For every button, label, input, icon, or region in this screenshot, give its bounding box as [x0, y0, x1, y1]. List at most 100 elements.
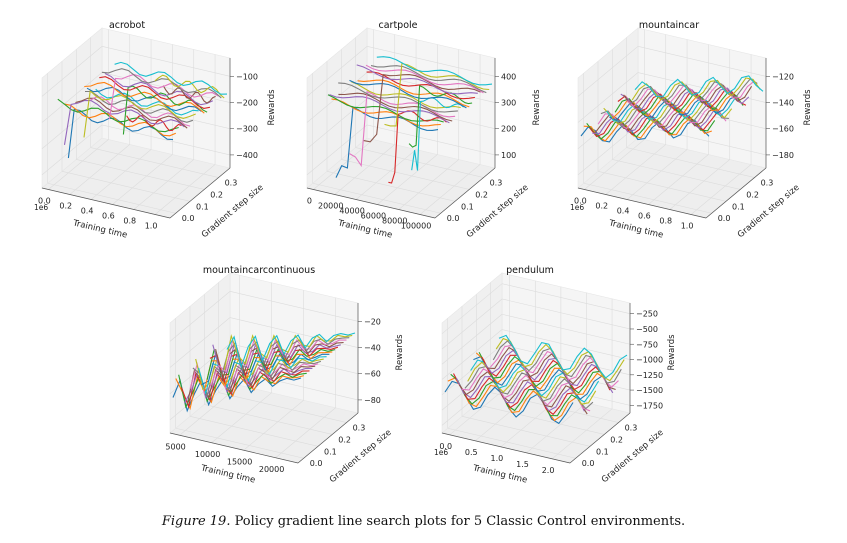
grid-line — [441, 344, 503, 396]
grid-line — [612, 159, 741, 190]
grid-line — [275, 407, 336, 458]
series-line — [478, 352, 608, 394]
x-tick-label: 20000 — [318, 202, 343, 211]
z-tick-label: −300 — [236, 125, 258, 134]
x-tick-label: 0.0 — [574, 197, 587, 206]
series-line — [220, 337, 350, 377]
grid-line — [326, 171, 456, 202]
y-axis-line — [569, 412, 631, 464]
series-line — [631, 77, 761, 101]
grid-line — [112, 154, 173, 205]
grid-line — [41, 124, 103, 176]
series-line — [594, 107, 724, 133]
grid-line — [605, 144, 666, 195]
series-line — [580, 119, 710, 143]
grid-line — [306, 46, 368, 97]
grid-line — [648, 154, 709, 205]
grid-line — [690, 164, 752, 215]
x-tick-label: 1.5 — [516, 460, 529, 469]
grid-line — [306, 124, 368, 176]
grid-line — [341, 159, 470, 190]
y-tick-label: 0.2 — [610, 435, 623, 444]
grid-line — [334, 144, 395, 195]
series-line — [481, 354, 611, 391]
series-line — [447, 377, 577, 422]
grid-line — [47, 182, 176, 214]
x-tick-label: 1.0 — [491, 454, 504, 463]
side-pane — [41, 27, 103, 189]
series-line — [86, 86, 202, 112]
x-axis-line — [306, 187, 436, 219]
series-line — [175, 375, 304, 411]
series-line — [329, 94, 450, 124]
grid-line — [101, 46, 231, 77]
series-line — [484, 349, 614, 394]
series-line — [99, 76, 210, 109]
z-axis-label: Rewards — [532, 89, 542, 126]
x-tick-label: 0.2 — [595, 202, 608, 211]
grid-line — [501, 313, 631, 345]
grid-line — [626, 149, 688, 200]
grid-line — [461, 416, 591, 447]
series-line — [455, 375, 585, 412]
grid-line — [501, 283, 631, 314]
series-line — [63, 99, 185, 145]
grid-line — [61, 171, 191, 202]
x-tick-label: 0.6 — [638, 212, 651, 221]
series-line — [356, 64, 478, 95]
grid-line — [626, 147, 755, 178]
grid-line — [169, 291, 231, 342]
series-line — [108, 73, 219, 120]
series-line — [475, 352, 605, 395]
y-axis-line — [434, 167, 496, 219]
grid-line — [501, 298, 631, 330]
z-tick-label: −40 — [364, 344, 381, 353]
grid-line — [476, 404, 605, 435]
z-tick-label: −140 — [772, 99, 794, 108]
grid-line — [366, 46, 496, 77]
grid-line — [355, 147, 484, 178]
grid-line — [175, 427, 304, 459]
x-tick-label: 0.4 — [81, 207, 94, 216]
grid-line — [243, 400, 304, 451]
grid-line — [441, 283, 503, 334]
grid-line — [312, 182, 441, 214]
y-tick-label: 0.3 — [625, 424, 638, 433]
z-tick-label: −750 — [636, 340, 658, 349]
subplot-title: pendulum — [506, 265, 554, 276]
grid-line — [41, 46, 103, 97]
z-axis-label: Rewards — [667, 334, 677, 371]
x-tick-label: 10000 — [195, 450, 220, 459]
side-pane — [577, 27, 639, 189]
grid-line — [101, 72, 231, 103]
y-tick-label: 0.0 — [447, 214, 460, 223]
z-tick-label: −180 — [772, 151, 794, 160]
x-axis-label: Training time — [199, 463, 256, 485]
series-line — [203, 351, 333, 392]
grid-line — [69, 144, 130, 195]
z-tick-label: −160 — [772, 125, 794, 134]
y-tick-label: 0.0 — [310, 459, 323, 468]
x-axis-line — [169, 432, 299, 464]
x-tick-label: 0 — [307, 197, 312, 206]
grid-line — [597, 171, 727, 202]
grid-line — [169, 343, 231, 394]
series-line — [183, 367, 313, 404]
subplot-acrobot: acrobot 0.0 0.2 0.4 0.6 0.8 1.0 1e6 Training tim… — [20, 20, 277, 255]
x-tick-label: 0.2 — [59, 202, 72, 211]
series-line — [384, 62, 490, 127]
y-tick-label: 0.0 — [182, 214, 195, 223]
z-tick-label: −80 — [364, 396, 381, 405]
subplot-title: acrobot — [108, 20, 146, 31]
series-line — [223, 333, 353, 370]
x-tick-label: 0.4 — [617, 207, 630, 216]
series-line — [206, 347, 336, 380]
x-tick-label: 1.0 — [145, 222, 158, 231]
z-tick-label: −20 — [364, 317, 381, 326]
grid-line — [577, 72, 639, 123]
x-offset-label: 1e6 — [434, 448, 448, 457]
grid-line — [583, 182, 712, 214]
